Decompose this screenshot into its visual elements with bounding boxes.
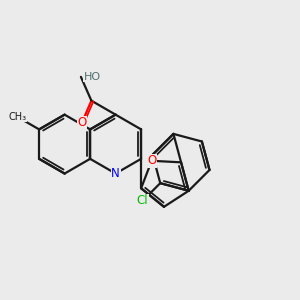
Text: HO: HO: [84, 72, 101, 82]
Text: N: N: [111, 167, 120, 180]
Text: O: O: [147, 154, 156, 167]
Text: O: O: [77, 116, 86, 129]
Text: Cl: Cl: [137, 194, 148, 207]
Text: CH₃: CH₃: [8, 112, 26, 122]
